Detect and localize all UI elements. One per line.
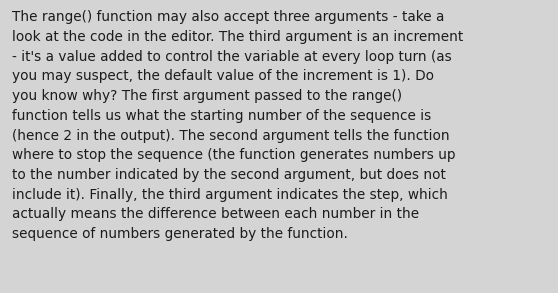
Text: The range() function may also accept three arguments - take a
look at the code i: The range() function may also accept thr… [12, 10, 464, 241]
